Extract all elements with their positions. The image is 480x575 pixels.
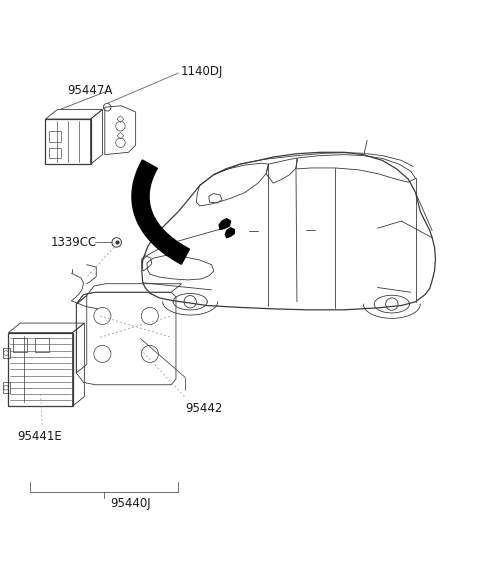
Bar <box>3 348 10 358</box>
Text: 95442: 95442 <box>185 402 223 415</box>
Text: 95447A: 95447A <box>67 84 112 97</box>
Bar <box>35 338 49 351</box>
Bar <box>3 382 10 393</box>
Bar <box>13 338 27 351</box>
Bar <box>46 119 91 164</box>
Bar <box>49 132 61 142</box>
Text: 95440J: 95440J <box>110 497 151 510</box>
Text: 1339CC: 1339CC <box>50 236 96 249</box>
Text: 1140DJ: 1140DJ <box>180 65 223 78</box>
Text: 95441E: 95441E <box>17 431 62 443</box>
Polygon shape <box>225 228 234 237</box>
Bar <box>49 148 61 159</box>
Polygon shape <box>132 160 190 264</box>
Bar <box>9 332 72 406</box>
Polygon shape <box>219 218 230 229</box>
